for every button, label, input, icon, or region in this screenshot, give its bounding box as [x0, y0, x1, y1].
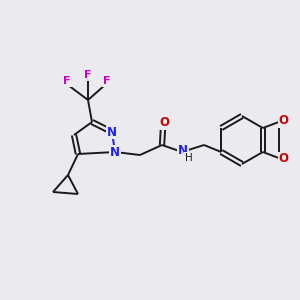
Text: N: N — [107, 125, 117, 139]
Text: F: F — [84, 70, 92, 80]
Text: F: F — [103, 76, 111, 86]
Text: N: N — [178, 145, 188, 158]
Text: N: N — [110, 146, 120, 158]
Text: O: O — [159, 116, 169, 130]
Text: O: O — [279, 115, 289, 128]
Text: H: H — [185, 153, 193, 163]
Text: F: F — [63, 76, 71, 86]
Text: O: O — [279, 152, 289, 166]
